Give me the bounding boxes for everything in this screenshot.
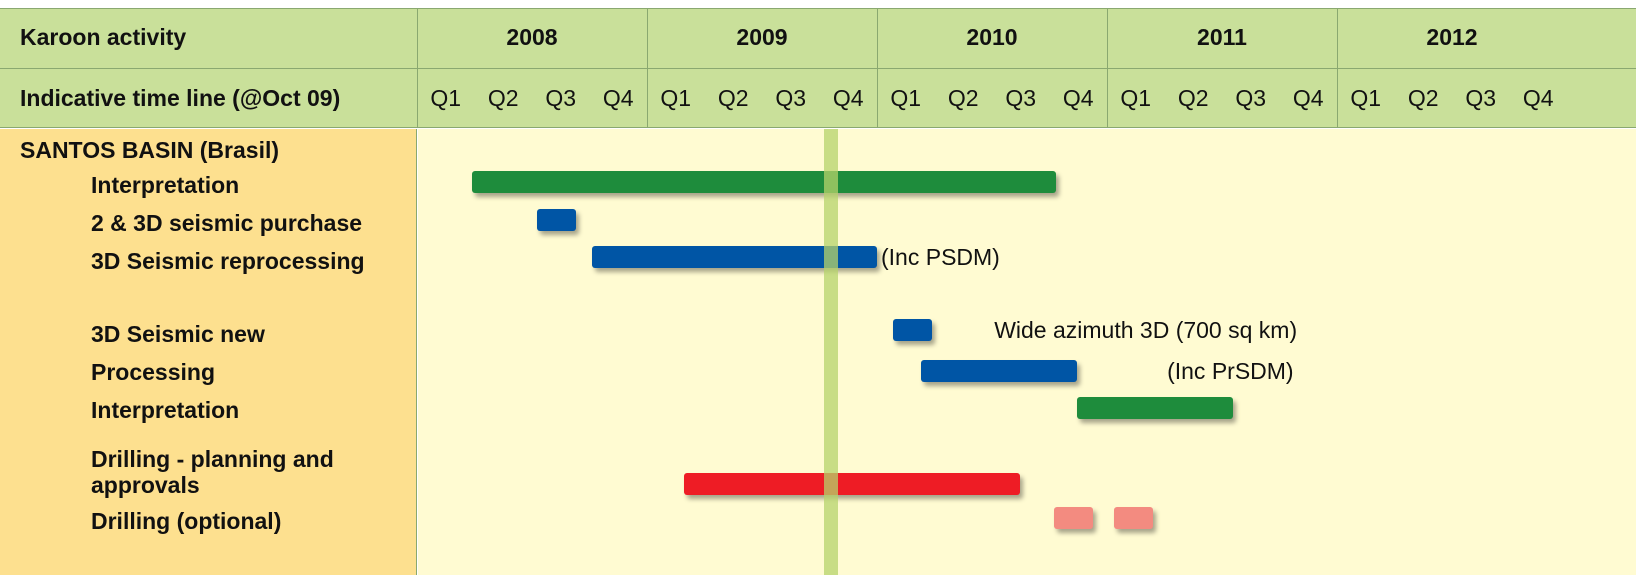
quarter-label: Q1 bbox=[430, 85, 462, 111]
task-label: Drilling (optional) bbox=[91, 508, 282, 534]
quarter-label: Q3 bbox=[1465, 85, 1497, 111]
task-bar bbox=[591, 246, 877, 268]
quarter-label: Q1 bbox=[1120, 85, 1152, 111]
year-divider bbox=[1107, 8, 1108, 128]
quarter-label: Q2 bbox=[947, 85, 979, 111]
task-label: Drilling - planning and approvals bbox=[91, 446, 334, 498]
quarter-label: Q4 bbox=[1292, 85, 1324, 111]
quarter-label: Q1 bbox=[660, 85, 692, 111]
task-label: 2 & 3D seismic purchase bbox=[91, 210, 363, 236]
task-bar bbox=[536, 209, 576, 231]
quarter-label: Q3 bbox=[545, 85, 577, 111]
label-column bbox=[0, 129, 417, 575]
current-marker bbox=[824, 129, 838, 575]
subheader-label: Indicative time line (@Oct 09) bbox=[20, 85, 341, 111]
task-label: 3D Seismic reprocessing bbox=[91, 248, 365, 274]
year-divider bbox=[417, 8, 418, 128]
quarter-label: Q2 bbox=[1177, 85, 1209, 111]
quarter-label: Q2 bbox=[1407, 85, 1439, 111]
task-label: Interpretation bbox=[91, 172, 240, 198]
task-label: Processing bbox=[91, 359, 215, 385]
quarter-label: Q3 bbox=[1005, 85, 1037, 111]
task-label: 3D Seismic new bbox=[91, 321, 265, 347]
year-label: 2011 bbox=[1197, 24, 1247, 50]
year-label: 2012 bbox=[1426, 24, 1478, 50]
task-bar bbox=[1113, 507, 1153, 529]
task-note: (Inc PrSDM) bbox=[1167, 358, 1294, 384]
task-bar bbox=[472, 171, 1057, 193]
task-bar bbox=[1054, 507, 1094, 529]
section-label: SANTOS BASIN (Brasil) bbox=[20, 137, 280, 163]
task-bar bbox=[683, 473, 1020, 495]
quarter-label: Q4 bbox=[602, 85, 634, 111]
quarter-label: Q1 bbox=[1350, 85, 1382, 111]
plot-area bbox=[418, 129, 1636, 575]
task-label: Interpretation bbox=[91, 397, 240, 423]
year-divider bbox=[1337, 8, 1338, 128]
quarter-label: Q3 bbox=[1235, 85, 1267, 111]
year-label: 2010 bbox=[966, 24, 1018, 50]
quarter-label: Q2 bbox=[717, 85, 749, 111]
task-bar bbox=[920, 360, 1078, 382]
header-label: Karoon activity bbox=[20, 24, 187, 50]
task-bar bbox=[1077, 397, 1234, 419]
quarter-label: Q4 bbox=[1062, 85, 1094, 111]
task-note: Wide azimuth 3D (700 sq km) bbox=[994, 317, 1298, 343]
quarter-label: Q4 bbox=[1522, 85, 1554, 111]
year-divider bbox=[877, 8, 878, 128]
task-note: (Inc PSDM) bbox=[881, 244, 1000, 270]
quarter-label: Q1 bbox=[890, 85, 922, 111]
year-divider bbox=[647, 8, 648, 128]
quarter-label: Q4 bbox=[832, 85, 864, 111]
year-label: 2008 bbox=[506, 24, 558, 50]
year-label: 2009 bbox=[736, 24, 788, 50]
header-divider bbox=[0, 68, 1636, 69]
quarter-label: Q3 bbox=[775, 85, 807, 111]
quarter-label: Q2 bbox=[487, 85, 519, 111]
task-bar bbox=[893, 319, 933, 341]
